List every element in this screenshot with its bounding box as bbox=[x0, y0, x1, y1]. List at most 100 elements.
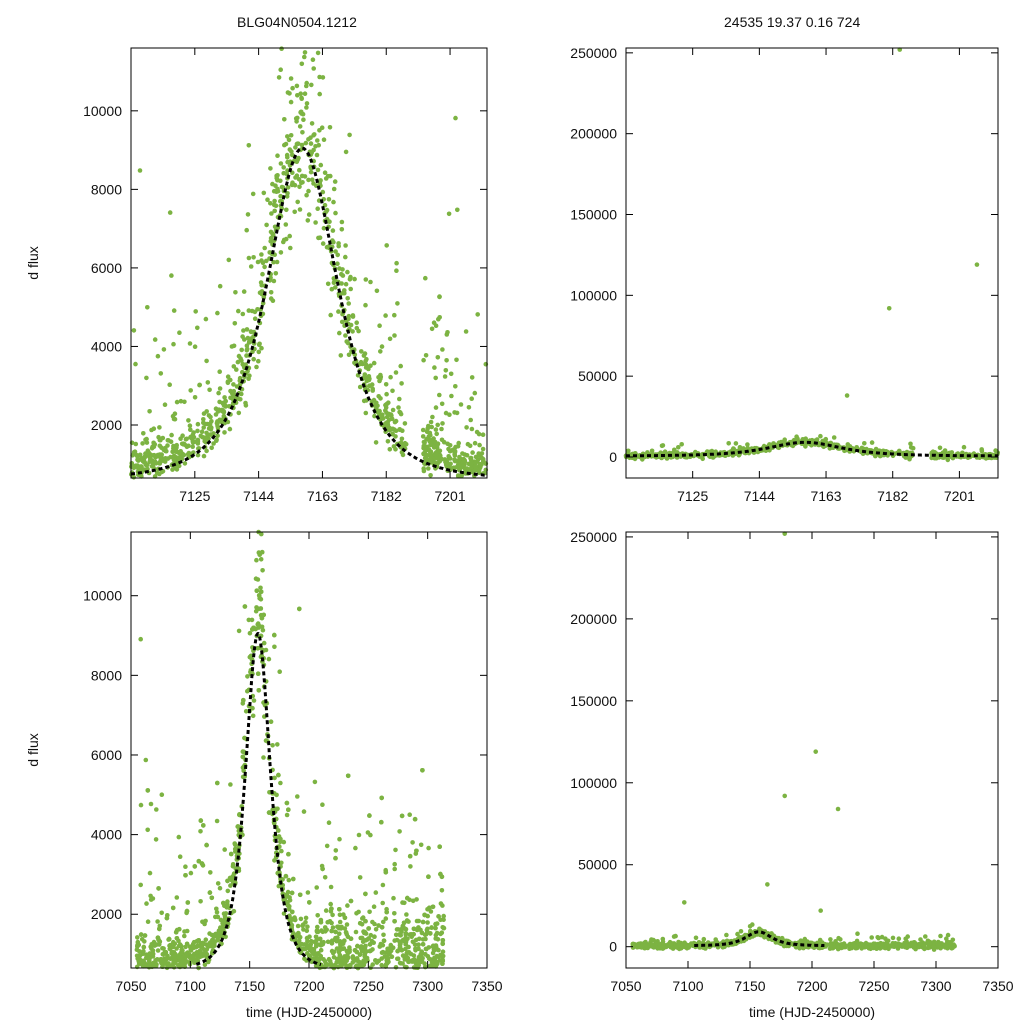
data-point bbox=[440, 957, 445, 962]
data-point bbox=[942, 944, 947, 950]
data-point bbox=[348, 962, 353, 968]
data-point bbox=[400, 937, 406, 943]
data-point bbox=[281, 239, 286, 245]
data-point bbox=[304, 192, 309, 198]
data-point bbox=[367, 383, 372, 389]
data-point bbox=[144, 375, 149, 381]
data-point bbox=[146, 955, 151, 960]
data-point bbox=[771, 933, 777, 939]
data-point bbox=[439, 426, 444, 432]
data-point bbox=[800, 437, 806, 442]
data-point bbox=[200, 940, 205, 946]
data-point bbox=[199, 429, 205, 435]
data-point bbox=[456, 440, 462, 446]
data-point bbox=[258, 585, 263, 591]
data-point bbox=[222, 430, 227, 435]
x-axis-label: time (HJD-2450000) bbox=[749, 1004, 875, 1020]
y-tick-label: 10000 bbox=[83, 588, 122, 604]
data-point bbox=[434, 930, 440, 936]
data-point bbox=[165, 438, 171, 443]
data-point bbox=[400, 925, 405, 931]
data-point bbox=[259, 549, 265, 555]
data-point bbox=[738, 929, 744, 934]
data-point bbox=[445, 330, 450, 335]
outlier-point bbox=[844, 393, 850, 398]
data-point bbox=[394, 268, 399, 274]
data-point bbox=[145, 788, 151, 793]
data-point bbox=[428, 419, 434, 425]
data-point bbox=[472, 390, 478, 396]
data-point bbox=[317, 936, 323, 942]
data-point bbox=[435, 355, 441, 360]
data-point bbox=[480, 456, 486, 462]
data-point bbox=[154, 470, 160, 476]
data-point bbox=[367, 909, 372, 915]
data-point bbox=[339, 281, 344, 286]
data-point bbox=[471, 468, 476, 474]
data-point bbox=[255, 646, 261, 651]
data-point bbox=[192, 344, 198, 350]
data-point bbox=[407, 853, 413, 859]
data-point bbox=[740, 448, 746, 453]
data-point bbox=[360, 915, 366, 920]
data-point bbox=[216, 390, 221, 396]
data-point bbox=[228, 388, 233, 394]
data-point bbox=[363, 410, 369, 416]
data-point bbox=[373, 958, 378, 963]
data-point bbox=[843, 943, 849, 949]
data-point bbox=[151, 426, 157, 432]
data-point bbox=[297, 124, 303, 129]
data-point bbox=[472, 440, 478, 446]
data-point bbox=[277, 669, 283, 674]
data-point bbox=[302, 50, 308, 55]
data-point bbox=[304, 101, 310, 106]
data-point bbox=[356, 328, 361, 334]
data-point bbox=[352, 276, 357, 282]
data-point bbox=[473, 454, 479, 460]
data-point bbox=[163, 950, 169, 955]
data-point bbox=[367, 948, 373, 954]
data-point bbox=[412, 957, 417, 962]
data-point bbox=[299, 142, 305, 148]
data-point bbox=[363, 918, 368, 924]
data-point bbox=[293, 145, 298, 150]
data-point bbox=[679, 442, 684, 447]
data-point bbox=[414, 848, 419, 854]
data-point bbox=[167, 210, 173, 215]
data-point bbox=[329, 941, 335, 946]
data-point bbox=[308, 141, 314, 146]
data-point bbox=[172, 411, 178, 417]
x-tick-label: 7350 bbox=[471, 978, 502, 994]
data-point bbox=[693, 935, 699, 941]
data-point bbox=[420, 434, 426, 439]
data-point bbox=[896, 936, 902, 941]
data-point bbox=[664, 456, 670, 461]
data-point bbox=[300, 180, 305, 185]
data-point bbox=[333, 848, 339, 853]
data-point bbox=[357, 875, 363, 880]
data-point bbox=[384, 909, 390, 915]
data-point bbox=[390, 407, 396, 413]
data-point bbox=[745, 442, 750, 447]
outlier-point bbox=[818, 908, 823, 913]
data-point bbox=[244, 327, 250, 332]
data-point bbox=[434, 452, 439, 458]
data-point bbox=[233, 290, 238, 295]
data-point bbox=[301, 946, 307, 952]
data-point bbox=[318, 162, 324, 168]
data-point bbox=[135, 454, 140, 459]
data-point bbox=[202, 962, 208, 967]
data-point bbox=[145, 305, 150, 310]
data-point bbox=[337, 919, 343, 925]
data-point bbox=[239, 358, 244, 363]
data-point bbox=[368, 932, 374, 938]
data-point bbox=[458, 402, 464, 407]
data-point bbox=[141, 431, 146, 436]
data-point bbox=[255, 622, 260, 627]
data-point bbox=[381, 938, 387, 943]
y-tick-label: 250000 bbox=[570, 529, 617, 545]
data-point bbox=[394, 260, 399, 266]
data-point bbox=[350, 329, 355, 334]
data-point bbox=[246, 617, 252, 623]
data-point bbox=[255, 671, 261, 676]
